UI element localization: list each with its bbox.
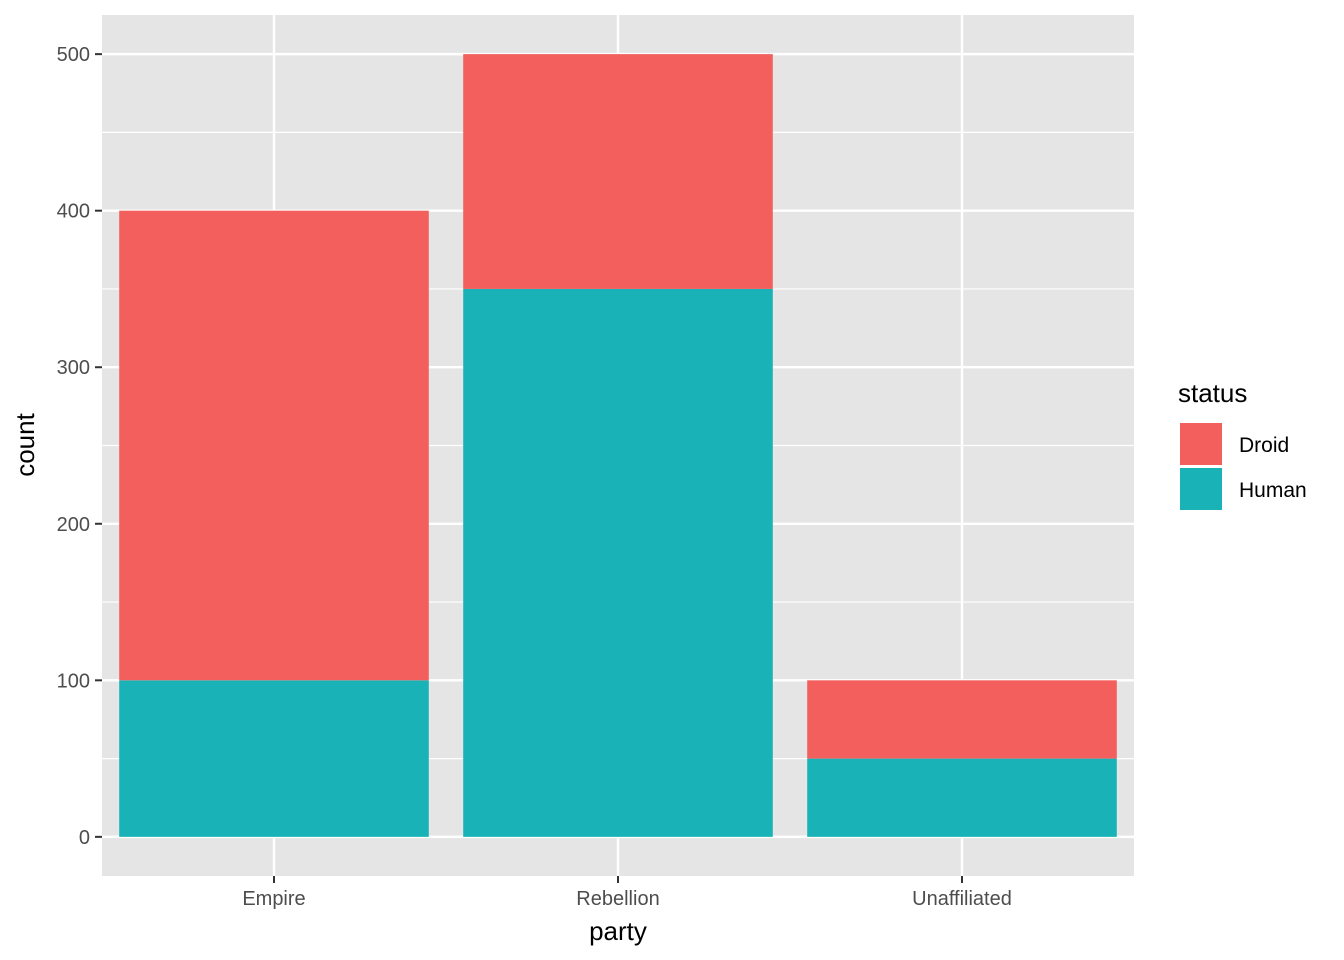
bar-rebellion-human — [463, 288, 773, 837]
y-axis: 0 100 200 300 400 500 — [57, 44, 102, 849]
bar-empire-droid — [119, 210, 429, 681]
y-tick-label: 100 — [57, 670, 90, 692]
y-tick-label: 0 — [79, 827, 90, 849]
legend-label-human: Human — [1239, 479, 1307, 502]
bar-unaffiliated-human — [807, 758, 1117, 837]
y-tick-label: 500 — [57, 44, 90, 66]
legend: status Droid Human — [1178, 378, 1307, 512]
bar-rebellion-droid — [463, 54, 773, 289]
x-tick-label: Rebellion — [576, 888, 659, 910]
legend-items: Droid Human — [1178, 421, 1307, 512]
x-tick-label: Unaffiliated — [912, 888, 1012, 910]
bar-empire-human — [119, 680, 429, 837]
legend-title: status — [1178, 378, 1247, 408]
bars — [119, 54, 1117, 837]
x-tick-label: Empire — [242, 888, 305, 910]
x-axis: Empire Rebellion Unaffiliated — [242, 876, 1012, 910]
legend-key-human — [1178, 466, 1224, 512]
y-tick-label: 200 — [57, 514, 90, 536]
y-axis-title: count — [10, 412, 40, 476]
y-tick-label: 300 — [57, 357, 90, 379]
bar-unaffiliated-droid — [807, 680, 1117, 759]
legend-key-droid — [1178, 421, 1224, 467]
legend-label-droid: Droid — [1239, 434, 1289, 457]
y-tick-label: 400 — [57, 201, 90, 223]
x-axis-title: party — [589, 916, 647, 946]
